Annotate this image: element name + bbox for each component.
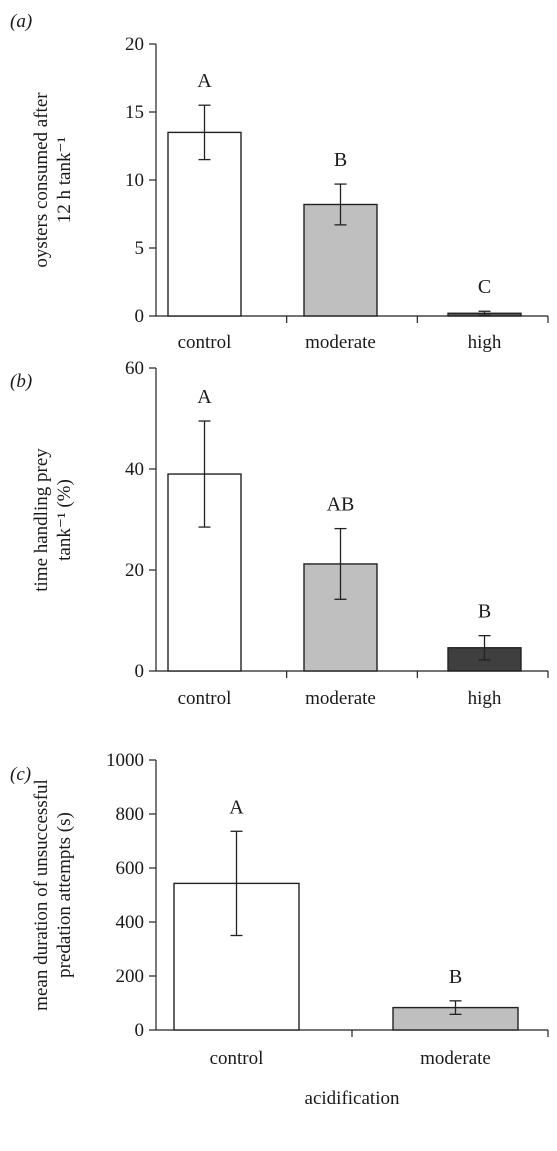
panel-label: (c)	[10, 764, 31, 785]
significance-label: AB	[327, 494, 355, 516]
y-tick-label: 20	[125, 34, 144, 55]
significance-label: B	[334, 149, 347, 171]
significance-label: B	[449, 966, 462, 988]
y-tick-label: 0	[135, 306, 145, 327]
category-label: moderate	[420, 1048, 491, 1069]
y-axis-label: mean duration of unsuccessful	[31, 779, 52, 1011]
category-label: control	[210, 1048, 264, 1069]
y-axis-label: predation attempts (s)	[54, 812, 75, 978]
significance-label: A	[229, 796, 244, 818]
panel-label: (b)	[10, 371, 32, 392]
panel-label: (a)	[10, 11, 32, 32]
y-tick-label: 400	[116, 912, 145, 933]
significance-label: C	[478, 276, 491, 298]
y-tick-label: 40	[125, 459, 144, 480]
category-label: high	[468, 332, 502, 353]
y-tick-label: 600	[116, 858, 145, 879]
y-axis-label: tank⁻¹ (%)	[54, 479, 75, 561]
category-label: control	[178, 688, 232, 709]
y-tick-label: 800	[116, 804, 145, 825]
significance-label: B	[478, 601, 491, 623]
category-label: moderate	[305, 332, 376, 353]
y-tick-label: 5	[135, 238, 145, 259]
significance-label: A	[197, 386, 212, 408]
significance-label: A	[197, 70, 212, 92]
y-tick-label: 10	[125, 170, 144, 191]
y-axis-label: 12 h tank⁻¹	[54, 136, 75, 223]
y-tick-label: 200	[116, 966, 145, 987]
category-label: moderate	[305, 688, 376, 709]
y-axis-label: oysters consumed after	[31, 92, 52, 268]
y-tick-label: 20	[125, 560, 144, 581]
y-tick-label: 1000	[106, 750, 144, 771]
y-tick-label: 15	[125, 102, 144, 123]
y-axis-label: time handling prey	[31, 448, 52, 592]
bar	[303, 203, 378, 317]
y-tick-label: 0	[135, 1020, 145, 1041]
x-axis-label: acidification	[305, 1088, 400, 1109]
category-label: control	[178, 332, 232, 353]
category-label: high	[468, 688, 502, 709]
y-tick-label: 0	[135, 661, 145, 682]
y-tick-label: 60	[125, 358, 144, 379]
